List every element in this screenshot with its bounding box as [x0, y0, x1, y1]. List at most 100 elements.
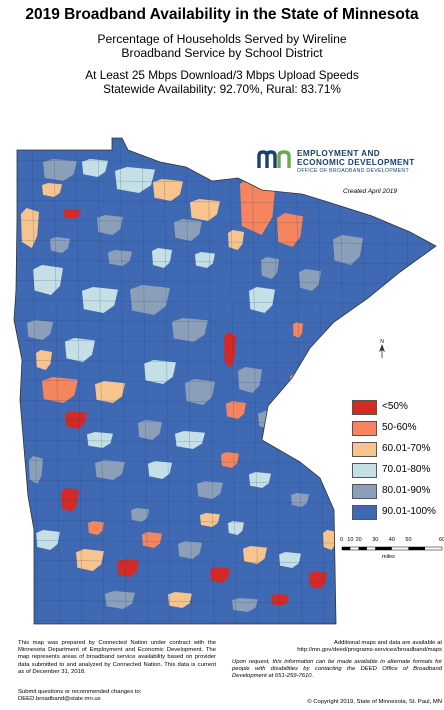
district-boundary: [119, 138, 127, 624]
school-district-area: [76, 549, 104, 571]
school-district-area: [175, 431, 205, 449]
maps-line1: Additional maps and data are available a…: [333, 640, 442, 646]
school-district-area: [232, 598, 258, 612]
disclaimer-note: This map was prepared by Connected Natio…: [18, 640, 216, 675]
school-district-area: [115, 167, 155, 193]
school-district-area: [130, 285, 170, 315]
school-district-area: [224, 332, 236, 368]
north-label: N: [380, 339, 384, 345]
district-boundary: [229, 138, 237, 624]
legend-swatch: [352, 421, 377, 436]
school-district-area: [200, 513, 220, 527]
school-district-area: [61, 488, 79, 512]
school-district-area: [174, 219, 202, 241]
legend-item: 60.01-70%: [352, 440, 442, 461]
maps-url[interactable]: http://mn.gov/deed/programs-services/bro…: [297, 647, 442, 654]
legend-swatch: [352, 505, 377, 520]
school-district-area: [178, 541, 202, 559]
school-district-area: [172, 318, 208, 342]
submit-line1: Submit questions or recommended changes …: [18, 689, 142, 695]
legend-swatch: [352, 484, 377, 499]
school-district-area: [228, 230, 244, 250]
school-district-area: [117, 559, 139, 577]
school-district-area: [249, 472, 271, 488]
scale-tick-label: 40: [388, 537, 395, 543]
scale-unit: miles: [382, 554, 395, 560]
school-district-area: [291, 493, 309, 507]
subtitle-line3: At Least 25 Mbps Download/3 Mbps Upload …: [85, 68, 359, 82]
mn-logo-icon: [257, 150, 291, 168]
school-district-area: [249, 287, 275, 313]
school-district-area: [271, 594, 289, 606]
submit-note: Submit questions or recommended changes …: [18, 689, 141, 703]
logo-line3: OFFICE OF BROADBAND DEVELOPMENT: [297, 168, 409, 174]
scale-tick-label: 0: [340, 537, 344, 543]
submit-email[interactable]: DEED.broadband@state.mn.us: [18, 696, 101, 703]
scale-bar-graphic: [341, 546, 443, 551]
school-district-area: [323, 530, 337, 550]
legend: <50% 50-60% 60.01-70% 70.01-80% 80.01-90% 90.…: [352, 398, 442, 524]
school-district-area: [82, 159, 108, 177]
logo-line1: EMPLOYMENT AND: [297, 149, 381, 158]
school-district-area: [340, 465, 350, 475]
school-district-area: [95, 381, 125, 403]
school-district-area: [108, 250, 132, 266]
legend-label: 80.01-90%: [382, 485, 431, 496]
legend-label: 50-60%: [382, 422, 417, 433]
school-district-area: [185, 379, 215, 405]
school-district-area: [277, 213, 303, 247]
school-district-area: [197, 481, 223, 499]
school-district-area: [279, 552, 301, 568]
school-district-area: [144, 360, 176, 384]
school-district-area: [238, 367, 262, 393]
district-boundary: [14, 139, 436, 145]
district-boundary: [97, 138, 105, 624]
district-boundary: [14, 138, 17, 624]
school-district-area: [88, 521, 104, 535]
legend-label: 90.01-100%: [382, 506, 436, 517]
scale-tick-label: 50: [405, 537, 412, 543]
district-boundary: [31, 138, 39, 624]
maps-link-note: Additional maps and data are available a…: [232, 640, 442, 654]
district-boundary: [14, 239, 436, 245]
school-district-area: [152, 248, 172, 268]
school-district-area: [228, 521, 244, 535]
legend-label: 60.01-70%: [382, 443, 431, 454]
district-boundary: [141, 138, 149, 624]
subtitle-line1: Percentage of Households Served by Wirel…: [97, 32, 347, 46]
school-district-area: [293, 322, 303, 338]
school-district-area: [42, 183, 62, 197]
legend-item: 80.01-90%: [352, 482, 442, 503]
school-district-area: [243, 546, 267, 564]
school-district-area: [95, 460, 125, 480]
school-district-area: [65, 411, 87, 429]
school-district-area: [43, 159, 77, 181]
district-boundary: [251, 138, 259, 624]
school-district-area: [97, 215, 123, 235]
map-svg: [13, 137, 437, 625]
legend-swatch: [352, 463, 377, 478]
school-district-area: [195, 252, 215, 268]
school-district-area: [210, 567, 230, 583]
school-district-area: [27, 320, 53, 340]
school-district-area: [190, 199, 220, 221]
school-district-area: [36, 350, 52, 370]
logo-line2: ECONOMIC DEVELOPMENT: [297, 158, 415, 167]
school-district-area: [309, 571, 327, 589]
minnesota-map: [0, 100, 444, 630]
school-district-area: [226, 401, 246, 419]
subtitle-line2: Broadband Service by School District: [121, 46, 323, 60]
district-boundary: [14, 219, 436, 225]
legend-label: 70.01-80%: [382, 464, 431, 475]
district-boundary: [207, 138, 215, 624]
school-district-area: [87, 432, 113, 448]
school-district-area: [36, 530, 60, 550]
school-district-area: [258, 411, 282, 429]
legend-item: 70.01-80%: [352, 461, 442, 482]
school-district-area: [299, 269, 321, 291]
district-boundary: [185, 138, 193, 624]
school-district-area: [33, 265, 63, 295]
north-arrow-icon: N: [379, 339, 385, 358]
school-district-area: [281, 412, 299, 428]
scale-tick-label: 10: [347, 537, 354, 543]
